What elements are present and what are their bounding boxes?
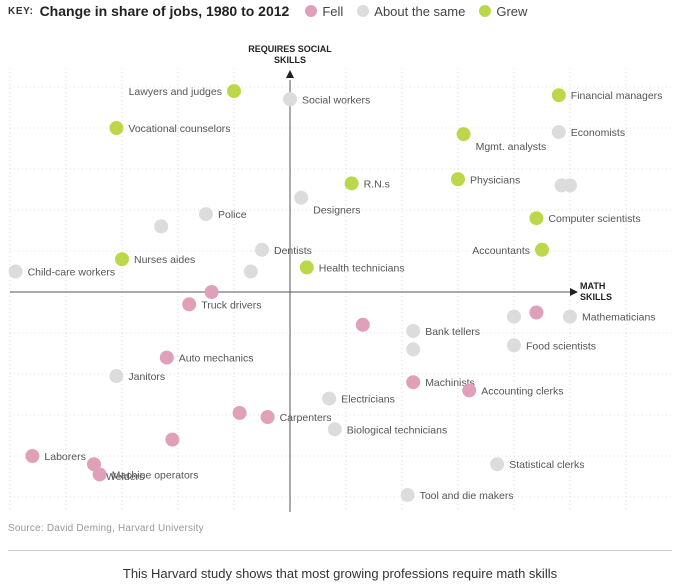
data-point-welders <box>87 457 101 472</box>
data-point-vocational-counselors <box>109 121 124 135</box>
point-label-bank-tellers: Bank tellers <box>425 326 480 338</box>
source-note: Source: David Deming, Harvard University <box>8 523 204 534</box>
point-label-electricians: Electricians <box>341 394 395 406</box>
data-point-tool-and-die-makers <box>400 487 415 502</box>
data-point-child-care-workers <box>8 264 23 279</box>
data-point-r-n-s <box>344 176 359 191</box>
data-point-point-18 <box>243 264 258 279</box>
point-label-janitors: Janitors <box>128 371 165 383</box>
point-label-dentists: Dentists <box>274 245 312 257</box>
point-label-child-care-workers: Child-care workers <box>28 267 116 279</box>
data-point-laborers <box>25 449 40 463</box>
data-point-computer-scientists <box>529 211 544 226</box>
data-point-truck-drivers <box>182 297 197 312</box>
point-label-health-technicians: Health technicians <box>319 262 405 274</box>
point-label-social-workers: Social workers <box>302 94 370 106</box>
point-label-lawyers-and-judges: Lawyers and judges <box>129 86 222 98</box>
data-point-point-20 <box>204 285 219 299</box>
y-axis-label: REQUIRES SOCIAL SKILLS <box>248 44 332 65</box>
data-point-biological-technicians <box>327 422 342 437</box>
data-point-mathematicians <box>563 309 577 324</box>
scatter-chart: REQUIRES SOCIAL SKILLS MATH SKILLS Lawyers a… <box>8 44 672 512</box>
legend-title: Change in share of jobs, 1980 to 2012 <box>39 3 290 19</box>
data-point-nurses-aides <box>115 252 129 267</box>
data-point-dentists <box>255 242 269 257</box>
data-point-bank-tellers <box>406 323 421 338</box>
point-label-mgmt-analysts: Mgmt. analysts <box>476 141 547 153</box>
legend-label-fell: Fell <box>322 3 344 19</box>
point-label-economists: Economists <box>571 127 625 139</box>
point-label-financial-managers: Financial managers <box>571 90 663 102</box>
legend: KEY: Change in share of jobs, 1980 to 20… <box>8 0 535 22</box>
data-point-food-scientists <box>507 338 521 353</box>
data-point-janitors <box>109 369 124 384</box>
divider <box>8 550 672 551</box>
point-label-machine-operators: Machine operators <box>112 469 199 481</box>
x-axis-label: MATH SKILLS <box>580 281 612 302</box>
point-label-biological-technicians: Biological technicians <box>347 424 447 436</box>
point-label-computer-scientists: Computer scientists <box>548 213 640 225</box>
legend-label-same: About the same <box>374 3 466 19</box>
point-label-auto-mechanics: Auto mechanics <box>179 353 254 365</box>
data-point-mgmt-analysts <box>456 127 471 142</box>
data-point-point-34 <box>232 405 247 420</box>
point-label-welders: Welders <box>106 471 144 483</box>
data-point-economists <box>551 125 566 140</box>
point-label-machinists: Machinists <box>425 377 475 389</box>
data-point-statistical-clerks <box>490 457 505 472</box>
data-point-designers <box>294 190 309 205</box>
data-point-financial-managers <box>551 88 566 103</box>
data-point-carpenters <box>260 410 275 425</box>
point-label-designers: Designers <box>313 205 360 217</box>
x-axis-arrow-icon <box>570 288 578 296</box>
data-point-point-12 <box>154 219 169 234</box>
point-label-physicians: Physicians <box>470 174 520 186</box>
point-label-laborers: Laborers <box>44 451 85 463</box>
data-point-point-25 <box>355 317 370 332</box>
point-label-food-scientists: Food scientists <box>526 340 596 352</box>
point-label-police: Police <box>218 209 247 221</box>
y-axis-arrow-icon <box>286 70 294 78</box>
data-point-point-37 <box>165 432 180 447</box>
data-point-police <box>199 207 213 222</box>
point-label-tool-and-die-makers: Tool and die makers <box>420 490 514 502</box>
data-point-electricians <box>322 391 337 406</box>
data-point-physicians <box>451 172 465 187</box>
point-label-r-n-s: R.N.s <box>364 178 390 190</box>
data-point-social-workers <box>283 92 297 107</box>
data-point-auto-mechanics <box>159 350 174 365</box>
point-label-mathematicians: Mathematicians <box>582 312 656 324</box>
legend-dot-same <box>357 5 370 17</box>
point-label-nurses-aides: Nurses aides <box>134 254 195 266</box>
data-point-machinists <box>406 375 421 390</box>
data-point-lawyers-and-judges <box>227 84 241 99</box>
point-label-truck-drivers: Truck drivers <box>201 299 261 311</box>
caption: This Harvard study shows that most growi… <box>122 566 558 581</box>
data-point-accountants <box>535 242 549 257</box>
data-point-health-technicians <box>299 260 314 275</box>
point-label-accountants: Accountants <box>472 245 530 257</box>
point-label-accounting-clerks: Accounting clerks <box>481 385 563 397</box>
data-point-accounting-clerks <box>462 383 477 398</box>
data-point-point-10 <box>563 178 577 193</box>
data-point-point-22 <box>507 309 521 324</box>
data-point-machine-operators <box>92 467 107 482</box>
legend-dot-grew <box>479 5 492 17</box>
legend-item-grew: Grew <box>479 4 527 19</box>
legend-dot-fell <box>305 5 318 17</box>
data-point-point-23 <box>529 305 544 320</box>
legend-label-grew: Grew <box>496 3 528 19</box>
point-label-statistical-clerks: Statistical clerks <box>509 459 584 471</box>
legend-item-same: About the same <box>357 4 465 19</box>
data-point-point-28 <box>406 342 421 357</box>
point-label-carpenters: Carpenters <box>280 412 332 424</box>
legend-key-label: KEY: <box>8 5 34 17</box>
legend-item-fell: Fell <box>305 4 343 19</box>
point-label-vocational-counselors: Vocational counselors <box>128 123 230 135</box>
